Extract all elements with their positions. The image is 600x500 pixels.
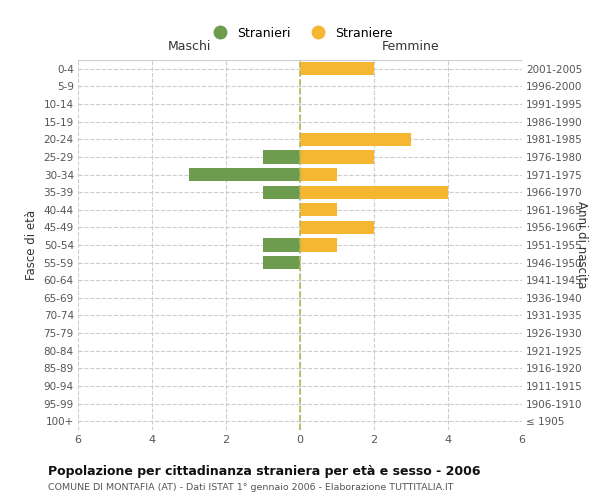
- Bar: [300, 238, 337, 252]
- Text: Popolazione per cittadinanza straniera per età e sesso - 2006: Popolazione per cittadinanza straniera p…: [48, 465, 481, 478]
- Bar: [300, 150, 374, 164]
- Text: Femmine: Femmine: [382, 40, 440, 52]
- Bar: [263, 256, 300, 269]
- Y-axis label: Fasce di età: Fasce di età: [25, 210, 38, 280]
- Bar: [300, 62, 374, 76]
- Y-axis label: Anni di nascita: Anni di nascita: [575, 202, 589, 288]
- Bar: [263, 238, 300, 252]
- Legend: Stranieri, Straniere: Stranieri, Straniere: [202, 22, 398, 45]
- Text: COMUNE DI MONTAFIA (AT) - Dati ISTAT 1° gennaio 2006 - Elaborazione TUTTITALIA.I: COMUNE DI MONTAFIA (AT) - Dati ISTAT 1° …: [48, 482, 454, 492]
- Bar: [263, 186, 300, 198]
- Bar: [300, 221, 374, 234]
- Bar: [300, 132, 411, 146]
- Bar: [189, 168, 300, 181]
- Bar: [300, 203, 337, 216]
- Text: Maschi: Maschi: [167, 40, 211, 52]
- Bar: [300, 168, 337, 181]
- Bar: [263, 150, 300, 164]
- Bar: [300, 186, 448, 198]
